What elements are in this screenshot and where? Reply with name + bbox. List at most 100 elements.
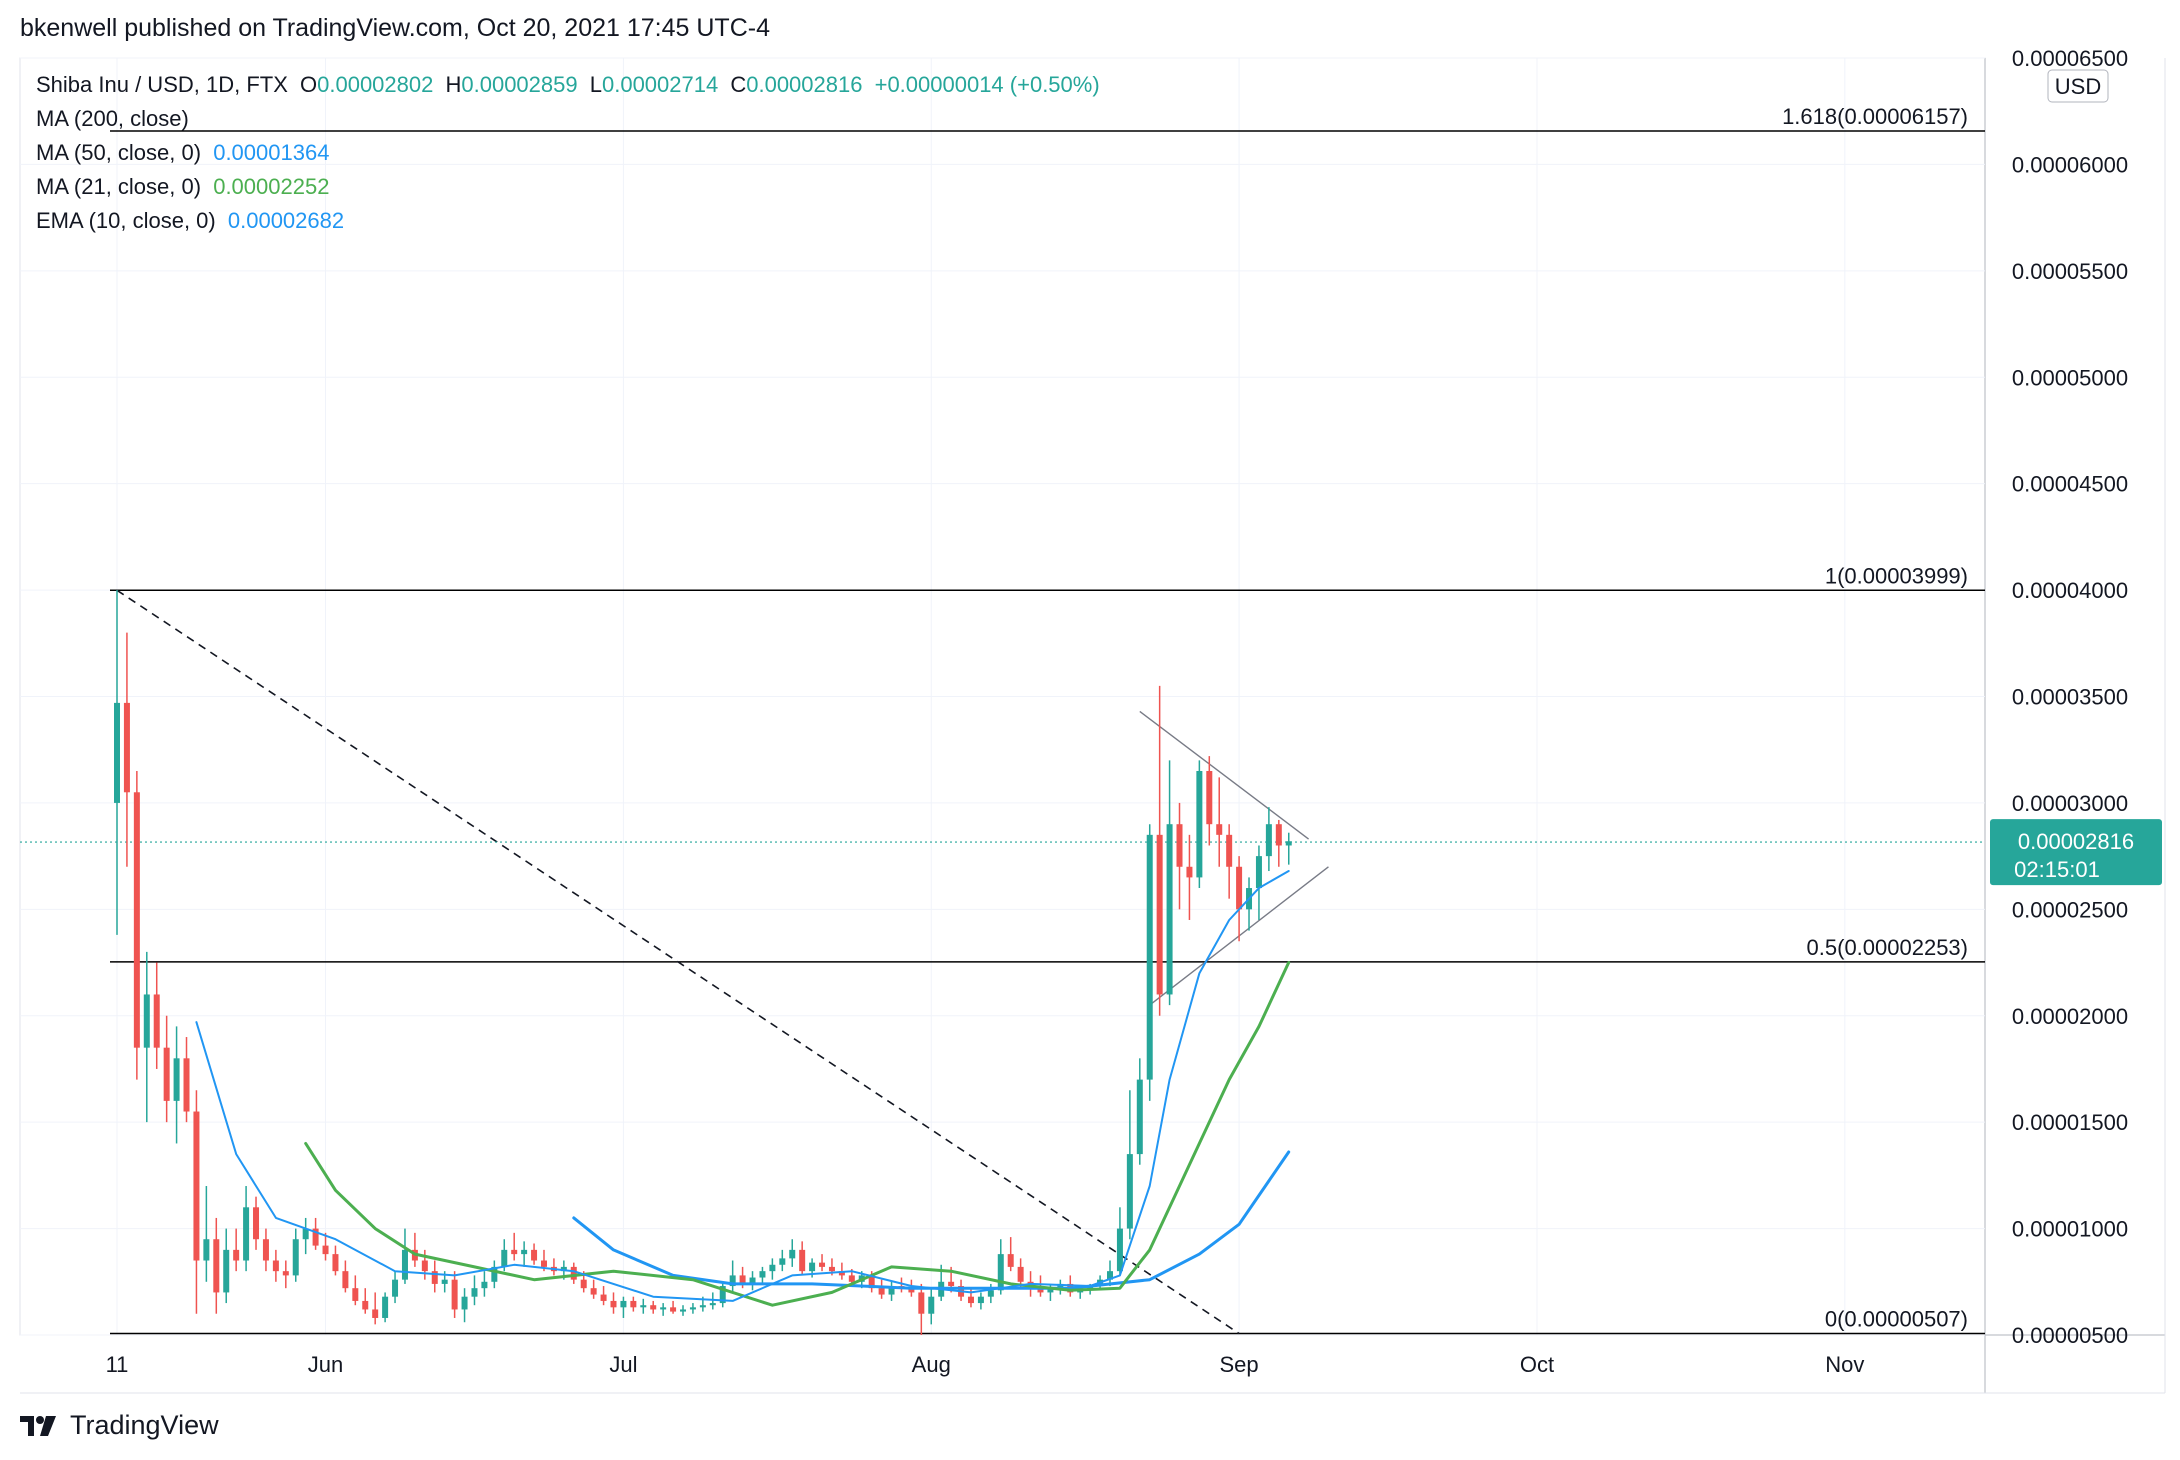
candle-body (1275, 824, 1282, 846)
x-tick-label: Oct (1520, 1352, 1554, 1377)
candle-body (322, 1245, 329, 1255)
fib-level-label: 0.5(0.00002253) (1807, 935, 1968, 960)
candle-body (362, 1300, 369, 1310)
candle-body (1146, 834, 1153, 1080)
candle-body (928, 1296, 935, 1314)
candle-body (1047, 1288, 1054, 1293)
legend-symbol: Shiba Inu / USD, 1D, FTX (36, 72, 288, 97)
candle-body (114, 702, 120, 803)
legend-low-label: L (589, 72, 602, 97)
candle-body (352, 1288, 359, 1301)
y-tick-label: 0.00006500 (2012, 46, 2128, 71)
x-tick-label: Jul (609, 1352, 637, 1377)
candle-body (848, 1275, 855, 1282)
candle-body (680, 1309, 687, 1312)
candle-body (272, 1260, 279, 1272)
legend-close: C0.00002816 (730, 72, 862, 97)
y-tick-label: 0.00004000 (2012, 578, 2128, 603)
candle-body (451, 1279, 458, 1310)
series-line (195, 870, 1290, 1302)
legend-ma21: MA (21, close, 0) 0.00002252 (36, 174, 335, 200)
candle-body (1156, 834, 1163, 995)
legend-high-value: 0.00002859 (461, 72, 578, 97)
candle-body (1017, 1266, 1024, 1282)
y-tick-label: 0.00002000 (2012, 1004, 2128, 1029)
candle-body (590, 1288, 597, 1295)
candle-body (193, 1111, 200, 1261)
candle-body (799, 1249, 806, 1272)
candle-body (372, 1309, 379, 1318)
candle-body (749, 1277, 756, 1284)
candle-body (133, 792, 140, 1048)
candle-body (709, 1303, 716, 1306)
candle-body (828, 1266, 835, 1272)
candle-body (1265, 824, 1272, 857)
y-tick-label: 0.00002500 (2012, 897, 2128, 922)
candle-body (620, 1300, 627, 1308)
candle-body (183, 1058, 190, 1112)
candle-body (819, 1262, 826, 1267)
candle-body (660, 1307, 667, 1310)
candle-body (640, 1305, 647, 1308)
legend-ma200-label: MA (200, close) (36, 106, 189, 131)
candle-body (143, 994, 150, 1048)
y-tick-label: 0.00001000 (2012, 1217, 2128, 1242)
candle-body (908, 1288, 915, 1293)
candle-body (302, 1228, 309, 1240)
fib-level-label: 0(0.00000507) (1825, 1307, 1968, 1332)
candle-body (977, 1296, 984, 1304)
legend-ema10-label: EMA (10, close, 0) (36, 208, 216, 233)
legend-close-value: 0.00002816 (746, 72, 863, 97)
legend-close-label: C (730, 72, 747, 97)
candle-body (719, 1286, 726, 1304)
trend-line (116, 589, 1240, 1335)
candle-body (401, 1249, 408, 1280)
candle-body (233, 1249, 240, 1261)
candle-body (789, 1249, 796, 1259)
candle-body (511, 1249, 518, 1255)
candle-body (729, 1275, 736, 1287)
tradingview-logo-icon (20, 1414, 60, 1438)
legend-ma21-label: MA (21, close, 0) (36, 174, 202, 199)
candle-body (1255, 856, 1262, 889)
candle-body (1216, 824, 1223, 835)
fib-level-label: 1(0.00003999) (1825, 563, 1968, 588)
legend-ohlc-row: Shiba Inu / USD, 1D, FTX O0.00002802 H0.… (36, 72, 1106, 98)
candle-body (1226, 834, 1233, 867)
candle-body (759, 1271, 766, 1278)
currency-badge[interactable] (2047, 69, 2109, 103)
candle-body (1166, 824, 1173, 995)
y-tick-label: 0.00000500 (2012, 1323, 2128, 1348)
legend-ma200: MA (200, close) (36, 106, 195, 132)
candle-body (173, 1058, 180, 1101)
last-price-tag (1990, 819, 2162, 886)
candle-body (461, 1296, 468, 1310)
legend-open-label: O (300, 72, 318, 97)
candle-body (1285, 841, 1292, 846)
series-line (572, 1150, 1291, 1290)
candle-body (292, 1239, 299, 1276)
candle-body (421, 1260, 428, 1272)
candle-body (739, 1275, 746, 1284)
legend-high-label: H (445, 72, 462, 97)
y-tick-label: 0.00001500 (2012, 1110, 2128, 1135)
candle-body (312, 1228, 319, 1246)
x-tick-label: Nov (1825, 1352, 1864, 1377)
candle-body (918, 1292, 925, 1314)
candle-body (1057, 1283, 1064, 1289)
tradingview-footer[interactable]: TradingView (20, 1410, 219, 1441)
candle-body (967, 1296, 974, 1304)
candle-body (888, 1286, 895, 1295)
legend-ma50: MA (50, close, 0) 0.00001364 (36, 140, 335, 166)
candle-body (342, 1271, 349, 1289)
candle-body (491, 1266, 498, 1282)
candle-body (809, 1262, 816, 1272)
candle-body (471, 1288, 478, 1297)
candle-body (1136, 1079, 1143, 1155)
candle-countdown: 02:15:01 (2014, 857, 2100, 882)
trend-line (1139, 710, 1310, 840)
candle-body (610, 1300, 617, 1308)
candle-body (203, 1239, 210, 1261)
candle-body (997, 1254, 1004, 1291)
